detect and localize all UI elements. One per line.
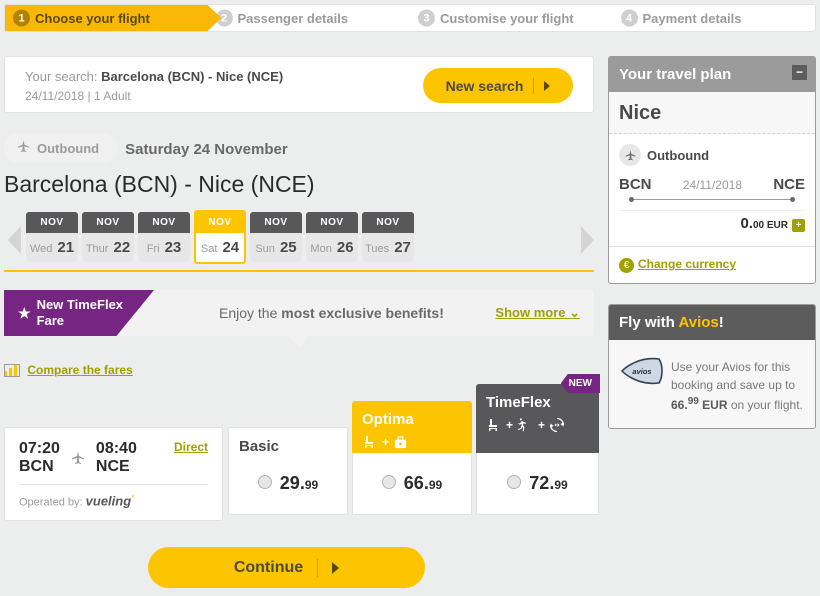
svg-text:avios: avios: [632, 367, 651, 376]
